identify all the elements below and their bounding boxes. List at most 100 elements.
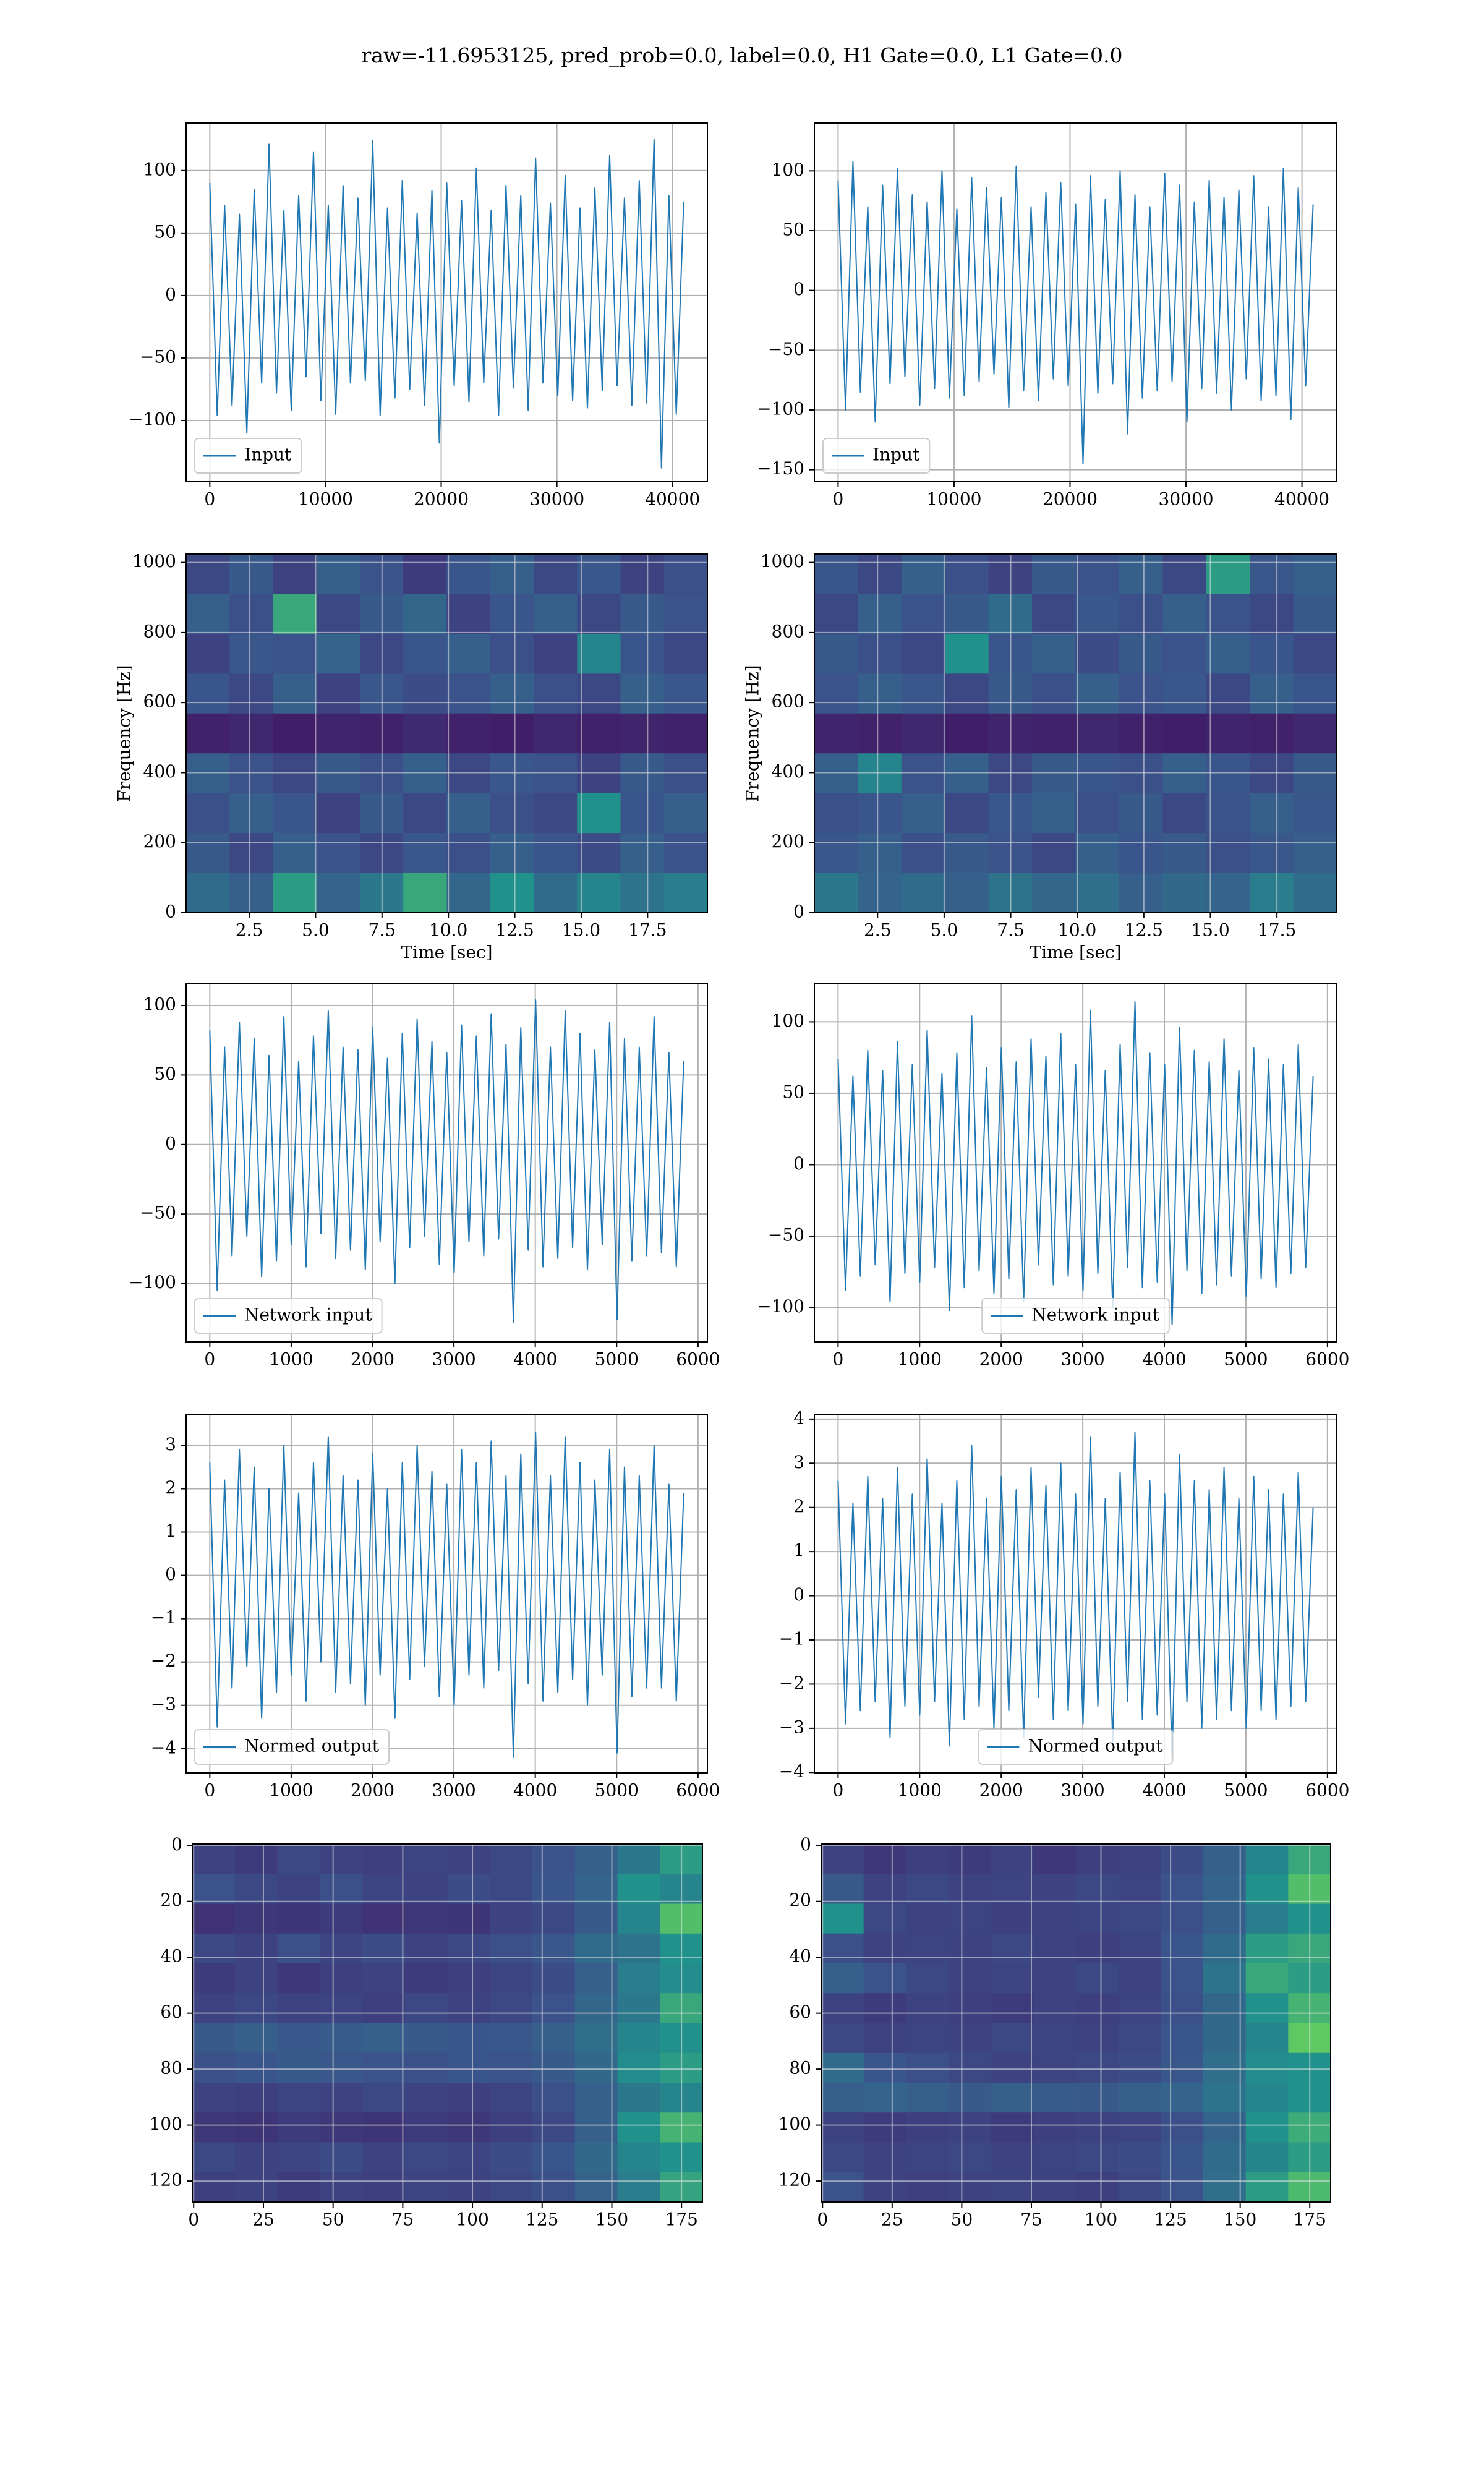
legend-box: [822, 438, 931, 474]
y-tick-label: 600: [772, 691, 804, 712]
heatmap-cell: [1203, 2083, 1247, 2113]
heatmap-cell: [362, 1874, 406, 1905]
heatmap-cell: [320, 2112, 363, 2143]
y-tick-label: 20: [160, 1890, 182, 1910]
heatmap-cell: [574, 2112, 618, 2143]
heatmap-cell: [991, 1874, 1034, 1905]
y-axis-label: Frequency [Hz]: [114, 665, 135, 801]
y-tick-label: 0: [171, 1834, 182, 1855]
y-tick-label: −100: [757, 399, 804, 419]
x-tick-label: 2.5: [236, 920, 263, 941]
heatmap-cell: [234, 1903, 278, 1934]
x-tick-label: 1000: [898, 1349, 942, 1370]
heatmap-cell: [1206, 873, 1250, 913]
heatmap-cell: [1033, 2083, 1077, 2113]
x-tick-label: 0: [204, 489, 215, 510]
heatmap-cell: [1161, 2083, 1204, 2113]
heatmap-cell: [663, 793, 708, 834]
heatmap-cell: [949, 1903, 992, 1934]
x-tick-label: 5.0: [302, 920, 330, 941]
heatmap-cell: [532, 1993, 576, 2024]
y-tick-label: 1: [165, 1521, 176, 1541]
heatmap-cell: [1076, 1993, 1119, 2024]
heatmap-cell: [1245, 2112, 1289, 2143]
heatmap-cell: [620, 713, 665, 754]
y-tick-label: 0: [793, 1584, 804, 1605]
heatmap-cell: [229, 633, 274, 674]
heatmap-cell: [1250, 753, 1294, 794]
heatmap-cell: [1161, 1993, 1204, 2024]
heatmap-cell: [574, 2142, 618, 2173]
heatmap-cell: [447, 1844, 490, 1874]
heatmap-cell: [192, 1963, 236, 1994]
series-line: [837, 1001, 1314, 1326]
x-tick-label: 12.5: [495, 920, 534, 941]
heatmap-cell: [186, 673, 230, 714]
heatmap-cell: [362, 1993, 406, 2024]
heatmap-cell: [1119, 633, 1163, 674]
x-tick-label: 175: [1294, 2209, 1326, 2230]
heatmap-cell: [490, 2112, 533, 2143]
heatmap-cell: [906, 2142, 949, 2173]
y-tick-label: −4: [151, 1737, 176, 1757]
heatmap-cell: [277, 2083, 320, 2113]
heatmap-cell: [949, 1963, 992, 1994]
x-tick-label: 2.5: [864, 920, 892, 941]
x-tick-label: 50: [322, 2209, 344, 2230]
heatmap-cell: [1118, 2142, 1161, 2173]
series-line: [837, 160, 1314, 464]
heatmap-cell: [814, 793, 859, 834]
heatmap-cell: [446, 673, 491, 714]
heatmap-cell: [1206, 554, 1250, 595]
heatmap-cell: [1076, 2112, 1119, 2143]
heatmap-cell: [490, 673, 534, 714]
heatmap-cell: [234, 2112, 278, 2143]
legend: Normed output: [194, 1729, 390, 1765]
series-line: [209, 999, 684, 1323]
heatmap-cell: [404, 2142, 448, 2173]
y-tick-label: 80: [160, 2058, 182, 2078]
heatmap-cell: [1161, 1903, 1204, 1934]
heatmap-cell: [863, 1874, 906, 1905]
heatmap-cell: [620, 633, 665, 674]
x-tick-label: 6000: [1305, 1780, 1349, 1801]
heatmap-cell: [1118, 1874, 1161, 1905]
y-tick-label: 0: [793, 1153, 804, 1174]
heatmap-cell: [1162, 753, 1207, 794]
y-tick-label: 120: [150, 2170, 182, 2190]
x-tick-label: 2000: [351, 1349, 394, 1370]
heatmap-cell: [446, 713, 491, 754]
heatmap-cell: [273, 833, 317, 874]
heatmap-cell: [234, 1933, 278, 1964]
heatmap-cell: [1250, 793, 1294, 834]
figure-title: raw=-11.6953125, pred_prob=0.0, label=0.…: [361, 43, 1122, 68]
heatmap-cell: [906, 1963, 949, 1994]
heatmap-cell: [949, 2172, 992, 2203]
heatmap-cell: [229, 713, 274, 754]
heatmap-cell: [192, 1993, 236, 2024]
x-tick-label: 100: [456, 2209, 488, 2230]
y-tick-label: 2: [165, 1477, 176, 1498]
heatmap-cell: [858, 793, 902, 834]
axes-frame: [186, 553, 708, 913]
y-tick-label: 4: [793, 1407, 804, 1428]
heatmap-cell: [403, 673, 448, 714]
axes-frame: [821, 1843, 1331, 2203]
heatmap-cell: [404, 1874, 448, 1905]
heatmap-cell: [532, 1933, 576, 1964]
heatmap-cell: [1033, 2052, 1077, 2083]
heatmap-cell: [1118, 2023, 1161, 2054]
heatmap-cell: [320, 2172, 363, 2203]
heatmap-cell: [1293, 833, 1337, 874]
heatmap-cell: [446, 793, 491, 834]
heatmap-cell: [945, 594, 989, 634]
subplot: 0 25 50 75 100 125 150 175 0 20 40 60 80 100 120: [150, 1834, 703, 2230]
y-tick-label: 20: [789, 1890, 811, 1910]
heatmap-cell: [814, 713, 859, 754]
heatmap-cell: [574, 2023, 618, 2054]
y-tick-label: 60: [789, 2002, 811, 2022]
heatmap-cell: [186, 713, 230, 754]
heatmap-cell: [1076, 1903, 1119, 1934]
x-tick-label: 5000: [1224, 1780, 1268, 1801]
heatmap-cell: [234, 2023, 278, 2054]
